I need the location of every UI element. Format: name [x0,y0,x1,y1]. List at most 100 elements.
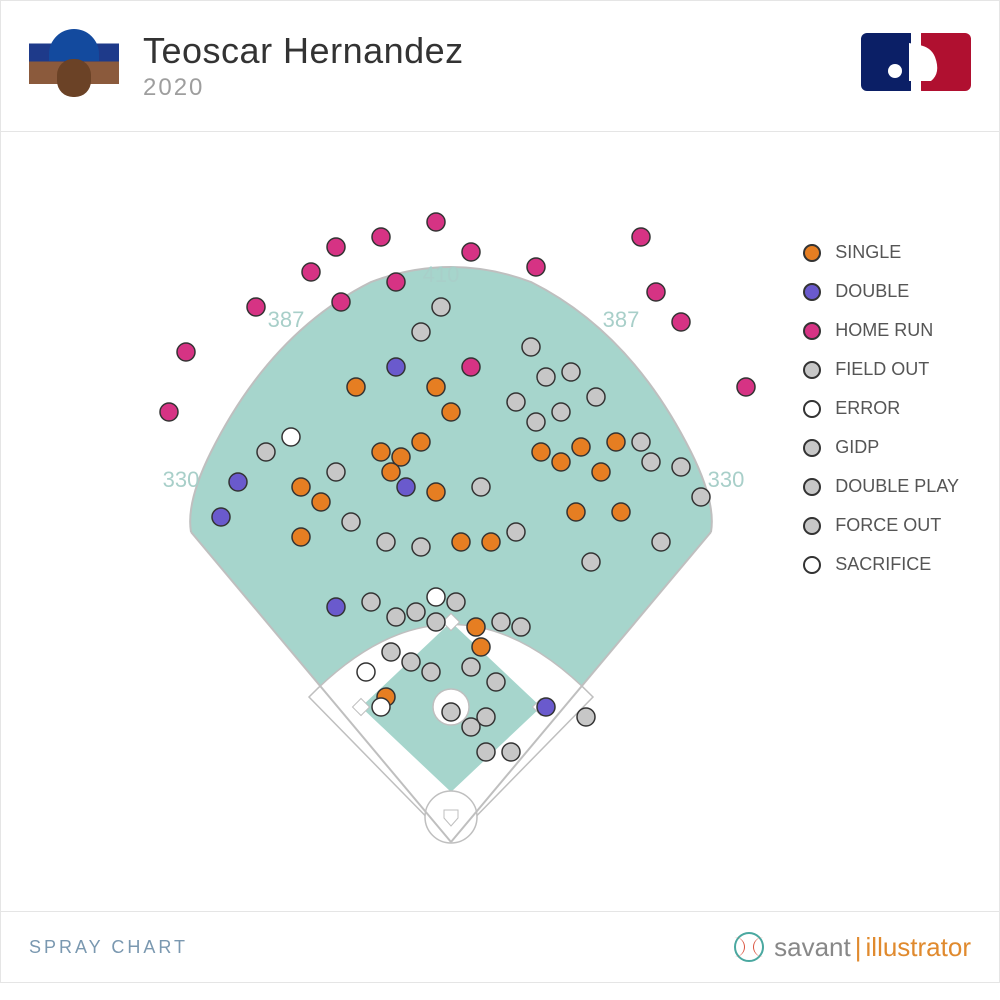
spray-point [372,698,390,716]
legend-item-double_play: DOUBLE PLAY [803,476,959,497]
spray-point [447,593,465,611]
spray-point [407,603,425,621]
spray-point [582,553,600,571]
svg-text:330: 330 [708,467,745,492]
spray-point [482,533,500,551]
spray-point [292,478,310,496]
spray-point [212,508,230,526]
spray-point [507,393,525,411]
legend-item-gidp: GIDP [803,437,959,458]
spray-point [302,263,320,281]
legend-item-home_run: HOME RUN [803,320,959,341]
spray-point [647,283,665,301]
footer: SPRAY CHART savant | illustrator [1,912,999,982]
mlb-logo-icon [861,33,971,91]
spray-point [327,238,345,256]
spray-point [412,323,430,341]
svg-text:387: 387 [268,307,305,332]
legend-label: SINGLE [835,242,901,263]
spray-point [487,673,505,691]
spray-point [412,433,430,451]
legend-swatch [803,400,821,418]
legend-swatch [803,244,821,262]
spray-point [477,743,495,761]
spray-point [442,703,460,721]
header: Teoscar Hernandez 2020 [1,1,999,132]
spray-point [387,273,405,291]
spray-point [607,433,625,451]
legend-swatch [803,478,821,496]
spray-chart: 330 387 410 387 330 SINGLE DOUBLE HOME RUN FIEL… [1,132,999,912]
season-year: 2020 [143,74,464,102]
spray-point [692,488,710,506]
spray-point [312,493,330,511]
spray-point [412,538,430,556]
spray-point [652,533,670,551]
legend-swatch [803,322,821,340]
brand: savant | illustrator [734,932,971,963]
field-diagram: 330 387 410 387 330 [41,152,801,892]
spray-point [442,403,460,421]
spray-point [737,378,755,396]
spray-point [177,343,195,361]
legend-item-field_out: FIELD OUT [803,359,959,380]
spray-point [612,503,630,521]
legend-swatch [803,556,821,574]
spray-point [357,663,375,681]
brand-separator: | [855,932,862,963]
svg-text:387: 387 [603,307,640,332]
spray-point [577,708,595,726]
spray-point [257,443,275,461]
spray-point [327,598,345,616]
spray-point [382,463,400,481]
spray-point [160,403,178,421]
spray-point [537,368,555,386]
legend-label: SACRIFICE [835,554,931,575]
spray-point [362,593,380,611]
spray-point [572,438,590,456]
legend: SINGLE DOUBLE HOME RUN FIELD OUT ERROR GIDP DO… [803,242,959,593]
spray-point [502,743,520,761]
spray-point [587,388,605,406]
legend-swatch [803,283,821,301]
legend-item-error: ERROR [803,398,959,419]
legend-swatch [803,361,821,379]
spray-point [427,613,445,631]
baseball-icon [734,932,764,962]
spray-point [507,523,525,541]
spray-point [282,428,300,446]
spray-point [382,643,400,661]
spray-point [427,378,445,396]
spray-point [532,443,550,461]
spray-point [427,213,445,231]
spray-point [342,513,360,531]
spray-point [229,473,247,491]
svg-text:330: 330 [163,467,200,492]
spray-point [512,618,530,636]
spray-point [422,663,440,681]
spray-point [472,638,490,656]
spray-point [472,478,490,496]
svg-text:410: 410 [423,262,460,287]
spray-point [527,413,545,431]
spray-point [432,298,450,316]
spray-point [567,503,585,521]
spray-point [642,453,660,471]
spray-point [372,228,390,246]
spray-point [462,243,480,261]
spray-point [562,363,580,381]
legend-label: ERROR [835,398,900,419]
legend-label: HOME RUN [835,320,933,341]
chart-title: SPRAY CHART [29,937,188,958]
spray-point [387,608,405,626]
spray-point [632,228,650,246]
spray-point [347,378,365,396]
spray-point [672,458,690,476]
brand-savant: savant [774,932,851,963]
legend-item-single: SINGLE [803,242,959,263]
spray-point [527,258,545,276]
spray-point [427,483,445,501]
legend-label: DOUBLE PLAY [835,476,959,497]
legend-label: FIELD OUT [835,359,929,380]
legend-item-double: DOUBLE [803,281,959,302]
